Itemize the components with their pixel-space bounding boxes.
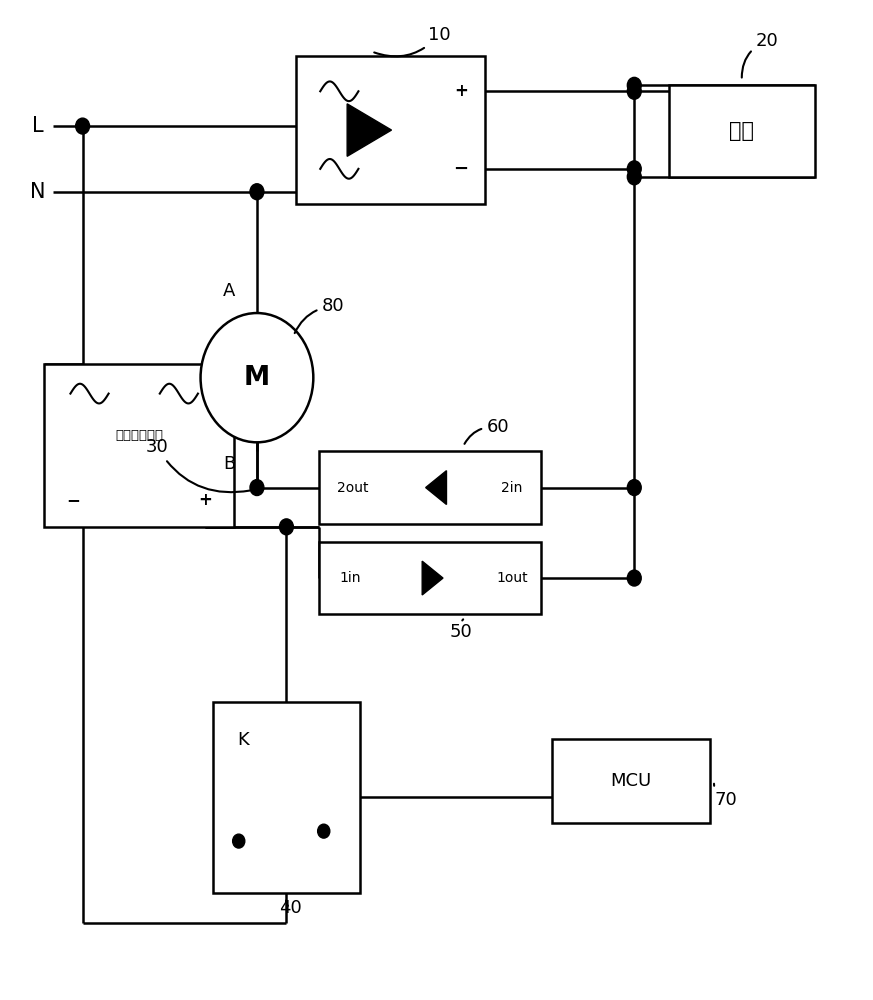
Bar xyxy=(320,451,540,524)
Text: −: − xyxy=(453,160,468,178)
Text: +: + xyxy=(198,491,212,509)
Circle shape xyxy=(76,118,90,134)
Text: M: M xyxy=(244,365,270,391)
Circle shape xyxy=(628,83,641,99)
Polygon shape xyxy=(423,561,443,595)
Text: L: L xyxy=(31,116,44,136)
Bar xyxy=(45,364,233,527)
Polygon shape xyxy=(426,471,446,504)
Text: N: N xyxy=(30,182,45,202)
Bar xyxy=(213,702,361,893)
Bar xyxy=(552,739,710,823)
Text: K: K xyxy=(237,731,249,749)
Circle shape xyxy=(318,824,330,838)
Circle shape xyxy=(628,169,641,185)
Circle shape xyxy=(201,313,313,442)
Text: 40: 40 xyxy=(278,899,301,917)
Text: 负载: 负载 xyxy=(729,121,754,141)
Text: 第二整流模块: 第二整流模块 xyxy=(115,429,163,442)
Circle shape xyxy=(279,519,293,535)
Text: B: B xyxy=(223,455,236,473)
Bar xyxy=(669,85,815,177)
Text: +: + xyxy=(454,82,468,100)
Text: MCU: MCU xyxy=(610,772,651,790)
Text: 60: 60 xyxy=(464,418,510,444)
Text: 1out: 1out xyxy=(496,571,528,585)
Circle shape xyxy=(628,480,641,496)
Text: 20: 20 xyxy=(742,32,779,78)
Text: 70: 70 xyxy=(714,784,737,809)
Text: 30: 30 xyxy=(146,438,250,492)
Polygon shape xyxy=(347,104,391,156)
Text: A: A xyxy=(223,282,236,300)
Text: 10: 10 xyxy=(375,26,450,56)
Circle shape xyxy=(250,480,264,496)
Text: 2out: 2out xyxy=(337,481,368,495)
Circle shape xyxy=(628,161,641,177)
Circle shape xyxy=(250,184,264,200)
Text: 50: 50 xyxy=(450,619,472,641)
Bar xyxy=(320,542,540,614)
Text: 80: 80 xyxy=(295,297,345,333)
Text: 1in: 1in xyxy=(340,571,361,585)
Text: 2in: 2in xyxy=(501,481,523,495)
Circle shape xyxy=(628,570,641,586)
Circle shape xyxy=(232,834,244,848)
Text: −: − xyxy=(66,491,80,509)
Circle shape xyxy=(628,77,641,93)
Bar xyxy=(296,56,485,204)
